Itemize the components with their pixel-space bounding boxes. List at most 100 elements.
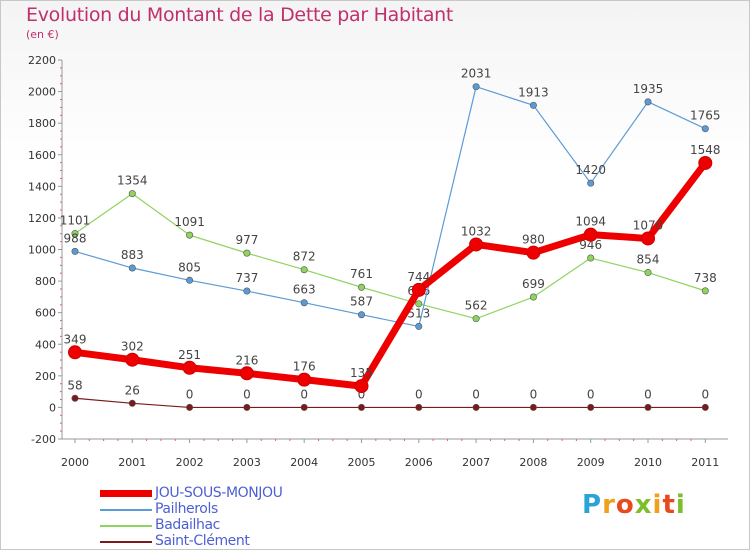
y-tick-label: 600 — [35, 307, 56, 320]
data-label: 176 — [293, 360, 316, 374]
data-label: 349 — [64, 332, 87, 346]
series-line — [74, 192, 706, 320]
x-tick-label: 2006 — [405, 456, 433, 469]
data-label: 1935 — [633, 82, 664, 96]
data-point — [71, 247, 79, 255]
data-label: 0 — [701, 387, 709, 401]
data-label: 988 — [64, 231, 87, 245]
data-label: 883 — [121, 248, 144, 262]
y-tick-label: 200 — [35, 370, 56, 383]
data-label: 302 — [121, 340, 144, 354]
data-point — [415, 322, 423, 330]
data-label: 1101 — [60, 214, 91, 228]
data-point — [472, 403, 480, 411]
x-tick-label: 2007 — [462, 456, 490, 469]
data-label: 0 — [300, 387, 308, 401]
data-label: 135 — [350, 366, 373, 380]
series-line — [74, 397, 706, 409]
data-label: 761 — [350, 267, 373, 281]
data-label: 0 — [415, 387, 423, 401]
data-label: 738 — [694, 271, 717, 285]
data-label: 0 — [530, 387, 538, 401]
y-tick-label: 2200 — [28, 54, 56, 67]
data-point — [644, 403, 652, 411]
data-point — [68, 345, 82, 360]
data-point — [128, 190, 136, 198]
data-label: 699 — [522, 277, 545, 291]
data-label: 58 — [67, 378, 82, 392]
x-tick-label: 2004 — [290, 456, 318, 469]
data-point — [239, 366, 254, 381]
data-point — [415, 403, 423, 411]
data-label: 2031 — [461, 67, 492, 81]
data-label: 977 — [235, 233, 258, 247]
data-label: 26 — [125, 383, 140, 397]
data-point — [128, 264, 136, 272]
data-label: 1765 — [690, 109, 721, 123]
data-point — [415, 300, 423, 308]
legend-swatch — [100, 509, 152, 511]
x-tick-label: 2005 — [348, 456, 376, 469]
legend-swatch — [100, 541, 152, 543]
data-label: 1548 — [690, 143, 721, 157]
data-point — [357, 283, 365, 291]
y-tick-label: 1800 — [28, 117, 56, 130]
legend-label: JOU-SOUS-MONJOU — [155, 485, 283, 501]
data-point — [529, 403, 537, 411]
data-point — [297, 372, 312, 387]
data-point — [529, 101, 537, 109]
legend-label: Pailherols — [155, 501, 218, 517]
data-point — [701, 403, 709, 411]
data-point — [357, 403, 365, 411]
y-tick-label: 1600 — [28, 149, 56, 162]
x-tick-label: 2008 — [519, 456, 547, 469]
legend-swatch — [100, 490, 152, 497]
data-point — [583, 227, 598, 242]
data-point — [125, 352, 140, 367]
data-label: 1091 — [174, 215, 205, 229]
data-point — [644, 98, 652, 106]
y-tick-label: 800 — [35, 275, 56, 288]
data-label: 1094 — [575, 215, 606, 229]
data-point — [644, 269, 652, 277]
data-label: 946 — [579, 238, 602, 252]
data-label: 1032 — [461, 224, 492, 238]
data-point — [128, 399, 136, 407]
data-label: 737 — [235, 271, 258, 285]
data-label: 872 — [293, 250, 316, 264]
data-point — [300, 403, 308, 411]
data-label: 0 — [644, 387, 652, 401]
x-tick-label: 2001 — [118, 456, 146, 469]
y-tick-label: 400 — [35, 338, 56, 351]
series-line — [71, 159, 709, 390]
y-tick-label: 1200 — [28, 212, 56, 225]
data-point — [411, 282, 426, 297]
data-point — [357, 311, 365, 319]
data-label: 805 — [178, 260, 201, 274]
x-tick-label: 2011 — [691, 456, 719, 469]
data-point — [300, 299, 308, 307]
data-label: 1070 — [633, 218, 664, 232]
x-tick-label: 2003 — [233, 456, 261, 469]
proxiti-logo: Proxiti — [582, 490, 686, 520]
data-label: 513 — [407, 306, 430, 320]
y-tick-label: -200 — [31, 433, 56, 446]
data-label: 854 — [637, 253, 660, 267]
y-tick-label: 1400 — [28, 180, 56, 193]
data-label: 744 — [407, 270, 430, 284]
data-point — [698, 155, 713, 170]
data-point — [186, 276, 194, 284]
data-label: 562 — [465, 299, 488, 313]
data-point — [587, 179, 595, 187]
y-tick-label: 1000 — [28, 244, 56, 257]
x-tick-label: 2000 — [61, 456, 89, 469]
legend-label: Saint-Clément — [155, 533, 250, 549]
data-point — [71, 230, 79, 238]
data-point — [300, 266, 308, 274]
y-tick-label: 2000 — [28, 86, 56, 99]
data-point — [71, 394, 79, 402]
data-point — [243, 403, 251, 411]
x-tick-label: 2002 — [176, 456, 204, 469]
data-label: 0 — [587, 387, 595, 401]
